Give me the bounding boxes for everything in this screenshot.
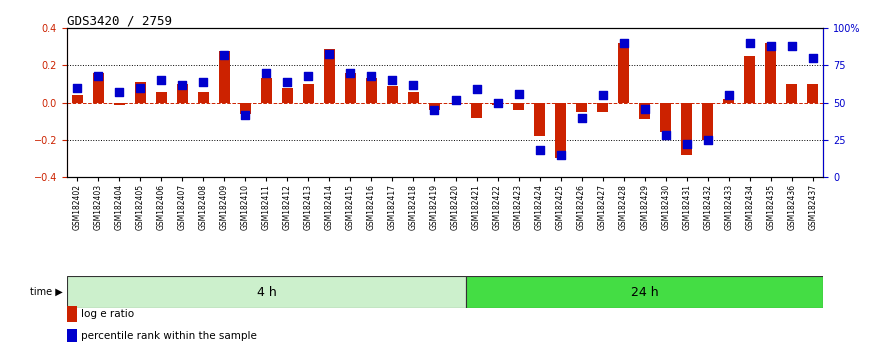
Point xyxy=(637,106,651,112)
Point xyxy=(91,73,105,79)
Bar xyxy=(466,276,823,308)
Bar xyxy=(744,56,755,103)
Bar xyxy=(597,103,608,112)
Text: log e ratio: log e ratio xyxy=(81,309,134,319)
Bar xyxy=(409,92,418,103)
Bar xyxy=(282,88,293,103)
Point xyxy=(469,86,483,92)
Bar xyxy=(156,92,166,103)
Text: 24 h: 24 h xyxy=(631,286,659,298)
Point xyxy=(364,73,378,79)
Bar xyxy=(366,79,376,103)
Bar xyxy=(639,103,650,119)
Point xyxy=(280,79,295,85)
Bar xyxy=(619,43,629,103)
Bar xyxy=(67,329,77,342)
Bar xyxy=(387,86,398,103)
Point xyxy=(680,142,694,147)
Bar xyxy=(93,73,103,103)
Bar xyxy=(492,103,503,104)
Bar xyxy=(114,103,125,104)
Bar xyxy=(555,103,566,159)
Point xyxy=(490,100,505,105)
Point xyxy=(659,132,673,138)
Point xyxy=(554,152,568,158)
Point xyxy=(700,137,715,143)
Point xyxy=(344,70,358,76)
Bar xyxy=(261,79,271,103)
Text: GDS3420 / 2759: GDS3420 / 2759 xyxy=(67,14,172,27)
Bar xyxy=(429,103,440,110)
Bar xyxy=(240,103,251,114)
Point xyxy=(427,107,441,113)
Bar xyxy=(724,99,734,103)
Bar xyxy=(534,103,545,136)
Point xyxy=(259,70,273,76)
Bar xyxy=(682,103,692,155)
Bar xyxy=(67,276,466,308)
Point xyxy=(112,90,126,95)
Bar xyxy=(135,82,146,103)
Bar xyxy=(177,84,188,103)
Bar xyxy=(514,103,524,110)
Bar xyxy=(219,51,230,103)
Point xyxy=(154,78,168,83)
Point xyxy=(805,55,820,61)
Bar xyxy=(303,84,313,103)
Bar xyxy=(472,103,481,118)
Point xyxy=(407,82,421,88)
Bar xyxy=(807,84,818,103)
Point xyxy=(385,78,400,83)
Text: time ▶: time ▶ xyxy=(29,287,62,297)
Point xyxy=(70,85,85,91)
Bar xyxy=(787,84,797,103)
Point xyxy=(175,82,190,88)
Point xyxy=(449,97,463,103)
Point xyxy=(217,52,231,58)
Point xyxy=(134,85,148,91)
Point xyxy=(595,92,610,98)
Point xyxy=(239,112,253,118)
Bar xyxy=(702,103,713,140)
Bar xyxy=(324,49,335,103)
Bar xyxy=(577,103,587,112)
Point xyxy=(196,79,210,85)
Bar xyxy=(198,92,208,103)
Point xyxy=(322,51,336,56)
Point xyxy=(532,147,546,153)
Point xyxy=(722,92,736,98)
Point xyxy=(785,43,799,49)
Point xyxy=(302,73,316,79)
Point xyxy=(574,115,588,120)
Text: percentile rank within the sample: percentile rank within the sample xyxy=(81,331,257,341)
Bar xyxy=(660,103,671,132)
Point xyxy=(764,43,778,49)
Point xyxy=(617,40,631,46)
Point xyxy=(742,40,756,46)
Bar xyxy=(345,73,356,103)
Point xyxy=(512,91,526,97)
Bar xyxy=(67,306,77,322)
Bar xyxy=(72,95,83,103)
Text: 4 h: 4 h xyxy=(256,286,276,298)
Bar xyxy=(765,43,776,103)
